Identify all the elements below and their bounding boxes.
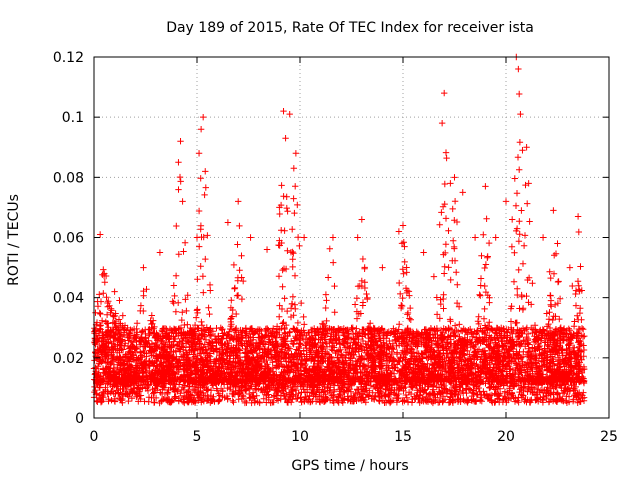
roti-point — [101, 270, 108, 277]
roti-point — [286, 110, 293, 118]
roti-point — [300, 234, 308, 241]
roti-point — [471, 234, 479, 241]
roti-point — [263, 246, 271, 253]
x-tick-label: 20 — [497, 429, 515, 445]
roti-point — [358, 216, 365, 223]
roti-point — [441, 89, 448, 97]
roti-point — [195, 150, 203, 157]
roti-point — [235, 198, 242, 205]
roti-point — [554, 240, 561, 247]
y-tick-label: 0.1 — [62, 110, 84, 126]
roti-point — [107, 309, 114, 316]
roti-point — [508, 216, 516, 223]
roti-point — [199, 113, 207, 121]
roti-point — [566, 264, 574, 271]
roti-point — [197, 126, 205, 133]
roti-point — [451, 174, 458, 181]
roti-point — [519, 147, 526, 154]
chart-title: Day 189 of 2015, Rate Of TEC Index for r… — [166, 20, 534, 36]
roti-point — [539, 234, 547, 241]
y-tick-label: 0.08 — [53, 170, 84, 186]
roti-point — [517, 110, 524, 118]
roti-point — [430, 273, 438, 280]
x-tick-label: 10 — [291, 429, 309, 445]
roti-point — [111, 288, 118, 295]
roti-point — [280, 107, 287, 115]
x-tick-label: 5 — [193, 429, 202, 445]
roti-point — [282, 135, 289, 142]
data-points — [90, 53, 588, 407]
y-tick-label: 0.06 — [53, 231, 84, 247]
axis-ticks: 0 5 10 15 20 25 0 0.02 0.04 0.06 0.08 0.1 0.12 — [53, 50, 618, 445]
roti-point — [525, 180, 532, 187]
roti-point — [329, 234, 337, 241]
x-axis-label: GPS time / hours — [291, 458, 408, 474]
roti-point — [550, 207, 557, 214]
roti-point — [502, 198, 510, 205]
roti-point — [395, 228, 403, 235]
roti-point — [492, 234, 499, 241]
y-tick-label: 0.04 — [53, 291, 84, 307]
y-tick-label: 0.12 — [53, 50, 84, 66]
roti-point — [482, 183, 489, 190]
roti-point — [224, 219, 232, 226]
roti-point — [438, 119, 446, 127]
x-tick-label: 15 — [394, 429, 412, 445]
y-tick-label: 0.02 — [53, 351, 84, 367]
roti-point — [379, 264, 386, 271]
roti-point-cloud — [90, 90, 588, 407]
roti-point — [247, 234, 254, 241]
y-tick-label: 0 — [75, 411, 84, 427]
roti-point — [292, 150, 300, 157]
roti-point — [523, 144, 530, 151]
roti-point — [354, 234, 361, 241]
roti-point — [96, 231, 104, 238]
roti-point — [193, 234, 201, 241]
x-tick-label: 0 — [90, 429, 99, 445]
roti-point — [574, 213, 582, 220]
roti-point — [202, 168, 209, 175]
roti-point — [459, 189, 466, 196]
roti-point — [140, 264, 147, 271]
roti-point — [175, 159, 182, 166]
roti-point — [156, 249, 164, 256]
roti-point — [420, 249, 427, 256]
y-axis-label: ROTI / TECUs — [6, 194, 22, 286]
roti-point — [515, 65, 522, 73]
x-tick-label: 25 — [600, 429, 618, 445]
roti-point — [290, 165, 298, 172]
roti-point — [276, 204, 283, 211]
roti-point — [179, 198, 186, 205]
roti-point — [447, 180, 454, 187]
roti-point — [177, 138, 184, 145]
roti-point — [399, 222, 407, 229]
